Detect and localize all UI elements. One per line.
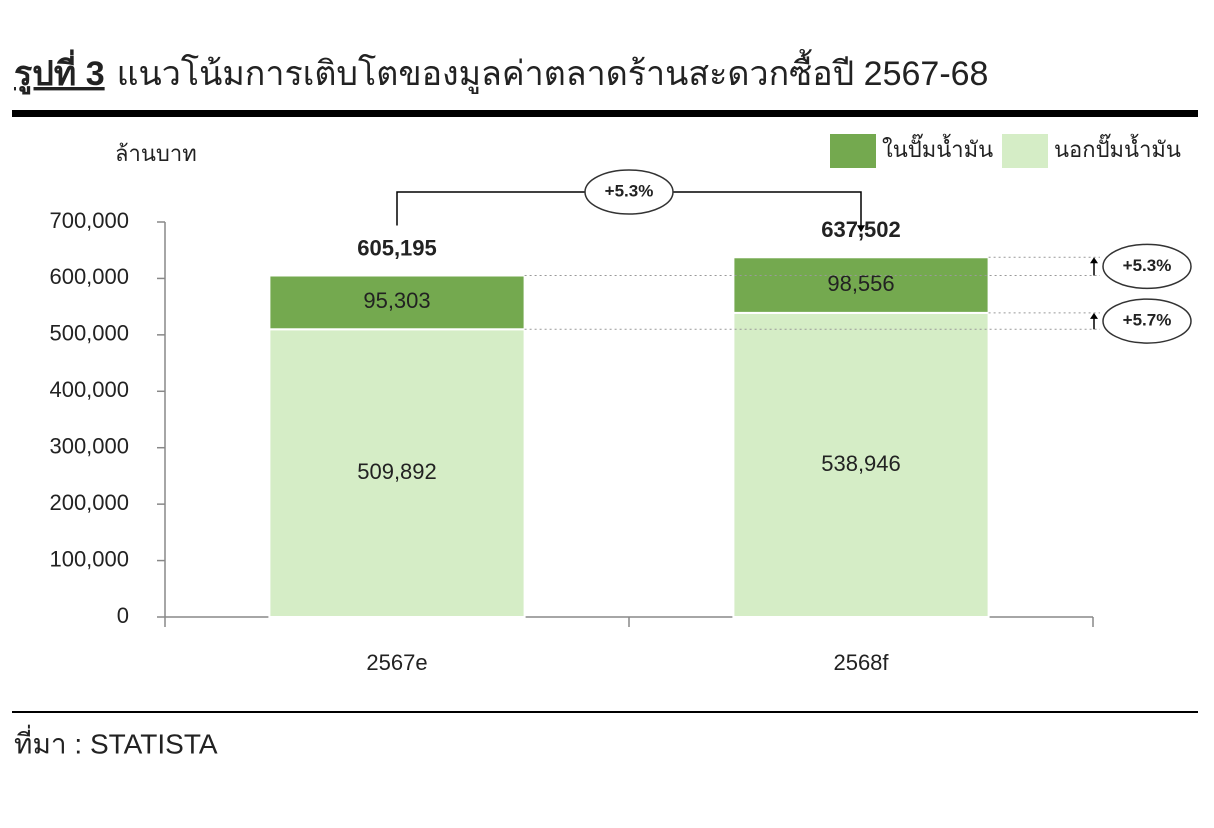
y-tick-label: 300,000 bbox=[49, 434, 129, 459]
total-label: 605,195 bbox=[357, 235, 437, 260]
y-tick-label: 600,000 bbox=[49, 264, 129, 289]
y-tick-label: 700,000 bbox=[49, 208, 129, 233]
arrow-head bbox=[1090, 257, 1098, 264]
arrow-head bbox=[857, 225, 865, 233]
figure-label: รูปที่ 3 bbox=[14, 49, 105, 95]
growth-oval bbox=[584, 169, 674, 215]
bar-segment bbox=[732, 256, 990, 314]
growth-label: +5.7% bbox=[1123, 311, 1172, 330]
y-tick-label: 0 bbox=[117, 603, 129, 628]
bar-segment bbox=[732, 311, 990, 618]
segment-label: 509,892 bbox=[357, 459, 437, 484]
source: ที่มา : STATISTA bbox=[14, 724, 218, 759]
title-text: แนวโน้มการเติบโตของมูลค่าตลาดร้านสะดวกซื… bbox=[117, 49, 989, 94]
x-tick-label: 2567e bbox=[366, 650, 427, 675]
legend-swatch bbox=[1002, 134, 1048, 168]
growth-oval bbox=[1102, 298, 1192, 344]
y-tick-label: 100,000 bbox=[49, 546, 129, 571]
y-axis-label: ล้านบาท bbox=[115, 141, 197, 166]
legend-label: ในปั๊มน้ำมัน bbox=[882, 133, 993, 162]
arrow-head bbox=[1090, 312, 1098, 319]
chart-title: รูปที่ 3 แนวโน้มการเติบโตของมูลค่าตลาดร้า… bbox=[14, 49, 988, 95]
bar-segment bbox=[268, 328, 526, 618]
y-tick-label: 500,000 bbox=[49, 321, 129, 346]
y-tick-label: 400,000 bbox=[49, 377, 129, 402]
legend-swatch bbox=[830, 134, 876, 168]
legend-label: นอกปั๊มน้ำมัน bbox=[1054, 133, 1181, 162]
title-rule bbox=[12, 110, 1198, 117]
y-tick-label: 200,000 bbox=[49, 490, 129, 515]
x-tick-label: 2568f bbox=[833, 650, 889, 675]
growth-label: +5.3% bbox=[605, 181, 654, 200]
segment-label: 95,303 bbox=[363, 288, 430, 313]
bar-segment bbox=[268, 274, 526, 331]
segment-label: 538,946 bbox=[821, 451, 901, 476]
segment-label: 98,556 bbox=[827, 271, 894, 296]
growth-oval bbox=[1102, 243, 1192, 290]
growth-label: +5.3% bbox=[1123, 256, 1172, 275]
